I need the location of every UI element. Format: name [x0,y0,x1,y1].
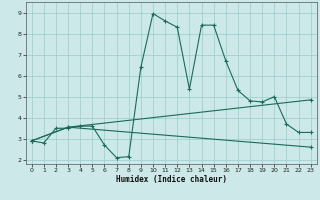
X-axis label: Humidex (Indice chaleur): Humidex (Indice chaleur) [116,175,227,184]
